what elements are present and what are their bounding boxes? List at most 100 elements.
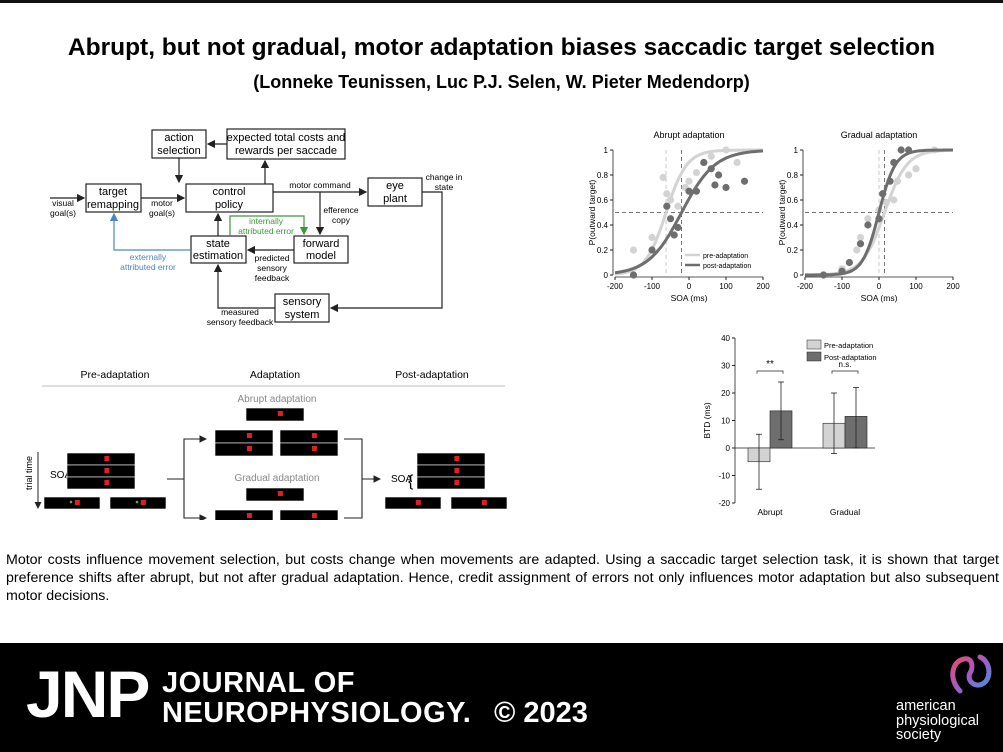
- trial-screen: [416, 476, 486, 490]
- target-dot: [454, 480, 460, 485]
- soa-brace-post: {: [408, 473, 414, 490]
- y-tick-label: 0.6: [597, 196, 609, 205]
- data-point: [722, 183, 730, 192]
- y-tick-label: 1: [794, 146, 799, 155]
- forward-model-label: forward model: [303, 238, 340, 262]
- trial-screen: [66, 476, 136, 490]
- data-point: [685, 187, 693, 195]
- internal-error-arrow: [229, 215, 309, 236]
- data-point: [629, 271, 638, 279]
- chart-title: Abrupt adaptation: [653, 130, 724, 140]
- expected-costs-label: expected total costs and rewards per sacc…: [227, 132, 346, 157]
- paper-title: Abrupt, but not gradual, motor adaptatio…: [67, 34, 936, 61]
- journal-footer: JNP JOURNAL OF NEUROPHYSIOLOGY. © 2023 a…: [0, 643, 1003, 752]
- legend-label: Post-adaptation: [824, 353, 877, 362]
- paper-authors: (Lonneke Teunissen, Luc P.J. Selen, W. P…: [253, 72, 750, 92]
- y-tick-label: 0: [794, 271, 799, 280]
- target-dot: [246, 446, 252, 451]
- gradual-adaptation-label: Gradual adaptation: [234, 473, 319, 484]
- eye-plant-label: eye plant: [383, 180, 407, 205]
- x-axis-label: SOA (ms): [861, 293, 898, 303]
- data-point: [700, 158, 708, 167]
- data-point: [864, 215, 872, 223]
- data-point: [905, 171, 913, 179]
- motor-command-label: motor command: [289, 180, 351, 190]
- adaptation-heading: Adaptation: [250, 369, 300, 381]
- internal-error-label: internally attributed error: [238, 216, 294, 236]
- y-tick-label: 0.8: [787, 171, 799, 180]
- post-adaptation-heading: Post-adaptation: [395, 369, 469, 381]
- aps-society-name: american physiological society: [896, 698, 980, 743]
- target-dot: [277, 491, 283, 496]
- data-point: [666, 196, 675, 204]
- data-point: [864, 221, 872, 229]
- trial-screen: [43, 496, 101, 510]
- trial-screen: [279, 429, 339, 444]
- data-point: [707, 165, 715, 173]
- data-point: [875, 215, 883, 223]
- target-dot: [481, 500, 487, 505]
- soa-label-pre: SOA: [50, 470, 71, 481]
- paradigm-diagram: Pre-adaptation Adaptation Post-adaptatio…: [24, 369, 508, 520]
- data-point: [912, 165, 920, 173]
- abrupt-psychometric-chart: Abrupt adaptation -200 -100 0 100 200 0 0.2 0.4 0…: [587, 130, 770, 303]
- y-tick-label: 0.8: [597, 171, 609, 180]
- x-axis-label: SOA (ms): [671, 293, 708, 303]
- target-remapping-label: target remapping: [87, 186, 139, 211]
- x-tick-label: 0: [687, 282, 692, 291]
- data-point: [722, 146, 730, 154]
- state-estimation-label: state estimation: [193, 238, 243, 262]
- y-tick-label: 0.2: [787, 246, 799, 255]
- target-dot: [311, 433, 317, 438]
- y-tick-label: 40: [721, 334, 730, 343]
- target-dot: [311, 513, 317, 518]
- data-point: [659, 173, 667, 182]
- y-tick-label: 0.6: [787, 196, 799, 205]
- data-point: [890, 196, 898, 204]
- fit-curve-post-adaptation: [805, 148, 953, 277]
- aps-logo-icon: [950, 654, 992, 694]
- measured-feedback-label: measured sensory feedback: [207, 307, 274, 327]
- data-point: [856, 240, 865, 248]
- predicted-feedback-label: predicted sensory feedback: [255, 253, 290, 283]
- gradual-psychometric-chart: Gradual adaptation -200 -100 0 100 200 0 0.2 0.4…: [777, 130, 960, 303]
- data-point: [648, 246, 656, 254]
- legend-label: post-adaptation: [703, 263, 751, 270]
- journal-name-line2: NEUROPHYSIOLOGY.: [162, 697, 472, 729]
- y-tick-label: 0.4: [597, 221, 609, 230]
- fixation-dot: [69, 500, 73, 504]
- y-tick-label: -20: [718, 499, 730, 508]
- y-tick-label: 1: [604, 146, 609, 155]
- jnp-logo: JNP: [26, 657, 150, 731]
- x-tick-label: -100: [834, 282, 851, 291]
- target-dot: [311, 446, 317, 451]
- sensory-system-label: sensory system: [283, 296, 322, 321]
- data-point: [674, 223, 682, 232]
- abstract-text: Motor costs influence movement selection…: [6, 552, 999, 604]
- data-point: [670, 231, 678, 239]
- data-point: [685, 177, 693, 185]
- y-axis-label: P(outward target): [777, 179, 787, 245]
- target-dot: [104, 456, 110, 461]
- target-dot: [415, 500, 421, 505]
- significance-label: n.s.: [839, 360, 852, 369]
- data-point: [663, 190, 671, 198]
- data-point: [853, 246, 861, 254]
- trial-screen: [450, 496, 508, 510]
- y-tick-label: 0: [726, 444, 731, 453]
- trial-time-label: trial time: [24, 456, 34, 490]
- x-tick-label: 100: [909, 282, 923, 291]
- y-tick-label: 0: [604, 271, 609, 280]
- data-point: [666, 215, 675, 223]
- pre-adaptation-heading: Pre-adaptation: [81, 369, 150, 381]
- trial-screen: [66, 464, 136, 478]
- data-point: [838, 267, 846, 275]
- data-point: [845, 258, 853, 267]
- trial-screen: [214, 429, 274, 444]
- top-rule: [0, 0, 1003, 3]
- efference-copy-label: efference copy: [323, 205, 359, 225]
- data-point: [663, 202, 671, 210]
- data-point: [886, 177, 894, 185]
- y-tick-label: 0.4: [787, 221, 799, 230]
- trial-screen: [214, 442, 274, 457]
